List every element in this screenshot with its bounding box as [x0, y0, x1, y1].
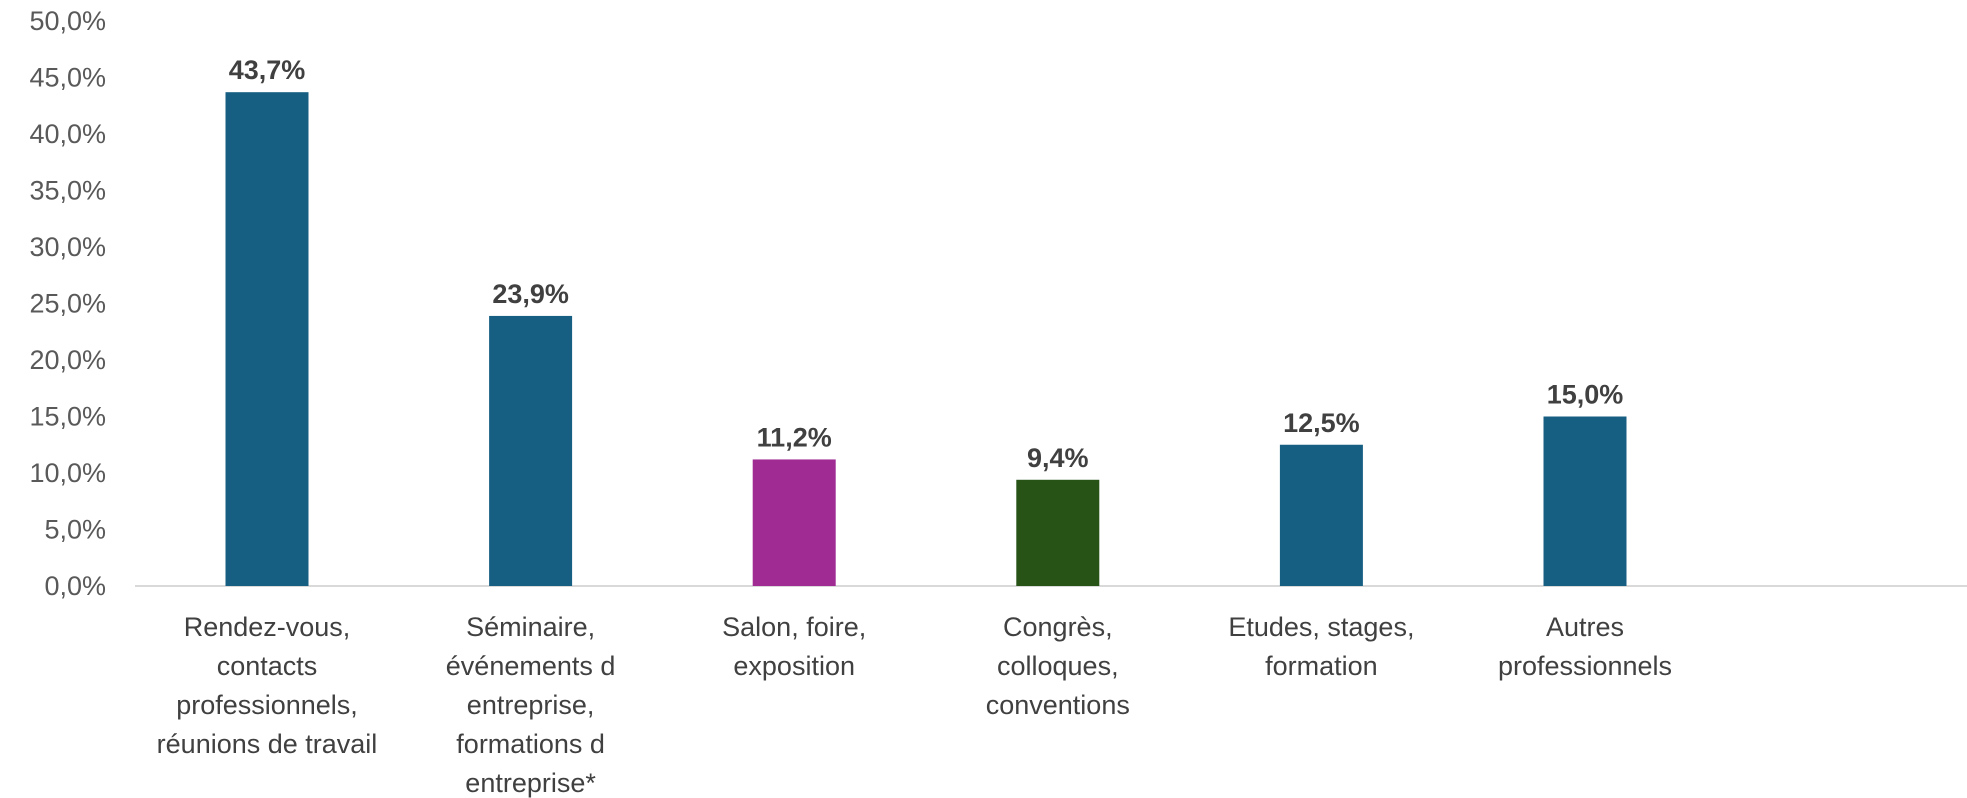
- bar-value-label: 12,5%: [1283, 408, 1360, 438]
- y-tick-label: 45,0%: [29, 63, 106, 93]
- bar-value-label: 23,9%: [492, 279, 569, 309]
- y-tick-label: 40,0%: [29, 119, 106, 149]
- y-tick-label: 35,0%: [29, 176, 106, 206]
- bar-value-label: 15,0%: [1547, 380, 1624, 410]
- category-label-line: formation: [1265, 651, 1378, 681]
- category-label-line: Autres: [1546, 612, 1624, 642]
- category-label-line: professionnels: [1498, 651, 1672, 681]
- y-tick-label: 0,0%: [44, 571, 106, 601]
- category-label-line: Rendez-vous,: [184, 612, 351, 642]
- category-label-line: conventions: [986, 690, 1130, 720]
- category-label-line: entreprise*: [465, 768, 596, 798]
- category-label-line: colloques,: [997, 651, 1119, 681]
- y-axis-tick-labels: 0,0% 5,0% 10,0% 15,0% 20,0% 25,0% 30,0% 35,0% 40…: [29, 6, 106, 601]
- y-tick-label: 25,0%: [29, 289, 106, 319]
- bar: [1279, 444, 1363, 586]
- bar-value-label: 11,2%: [757, 422, 832, 452]
- bars: [225, 92, 1627, 586]
- y-tick-label: 15,0%: [29, 402, 106, 432]
- y-tick-label: 20,0%: [29, 345, 106, 375]
- bar: [1543, 416, 1627, 586]
- bar-value-label: 9,4%: [1027, 443, 1089, 473]
- bar-value-label: 43,7%: [229, 55, 306, 85]
- bar: [752, 459, 836, 586]
- category-label-line: formations d: [456, 729, 605, 759]
- category-label-line: Séminaire,: [466, 612, 595, 642]
- category-label-line: exposition: [733, 651, 855, 681]
- bar: [1016, 479, 1100, 586]
- category-label-line: professionnels,: [176, 690, 358, 720]
- category-label-line: réunions de travail: [157, 729, 378, 759]
- category-label-line: événements d: [446, 651, 616, 681]
- y-tick-label: 10,0%: [29, 458, 106, 488]
- bar: [489, 315, 573, 586]
- category-labels: Rendez-vous, contacts professionnels, réuni…: [157, 612, 1672, 798]
- y-tick-label: 50,0%: [29, 6, 106, 36]
- y-tick-label: 30,0%: [29, 232, 106, 262]
- data-labels: 43,7% 23,9% 11,2% 9,4% 12,5% 15,0%: [229, 55, 1624, 473]
- category-label-line: entreprise,: [467, 690, 595, 720]
- category-label-line: Etudes, stages,: [1228, 612, 1414, 642]
- bar: [225, 92, 309, 586]
- y-tick-label: 5,0%: [44, 515, 106, 545]
- category-label-line: Congrès,: [1003, 612, 1113, 642]
- category-label-line: contacts: [217, 651, 318, 681]
- category-label-line: Salon, foire,: [722, 612, 866, 642]
